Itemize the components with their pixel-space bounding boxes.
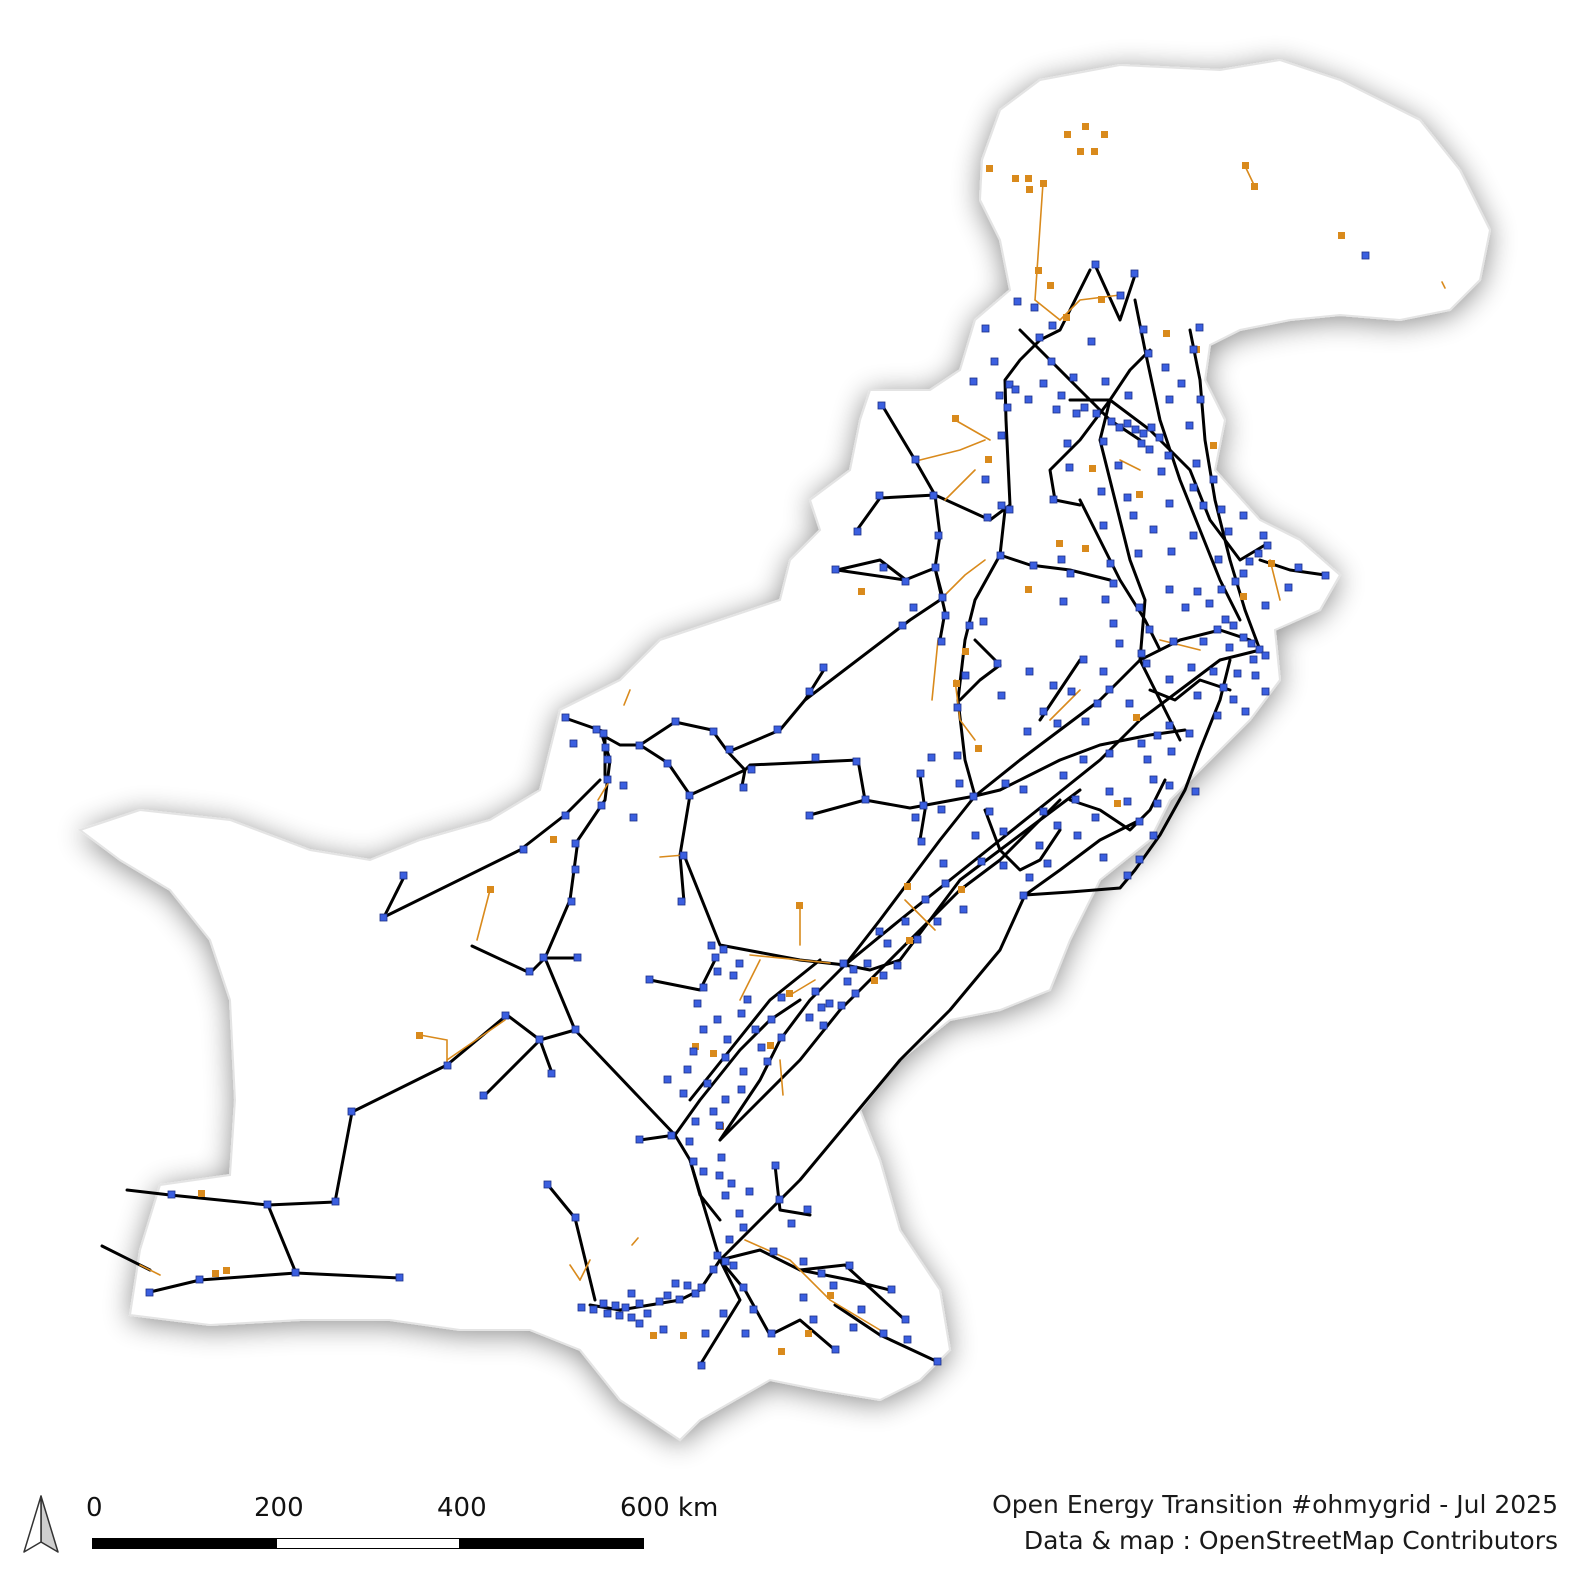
substations: [145, 251, 1370, 1370]
high-voltage-lines: [100, 263, 1327, 1367]
scale-label-400: 400: [437, 1493, 487, 1523]
credit-line-2: Data & map : OpenStreetMap Contributors: [1023, 1526, 1558, 1555]
north-arrow-icon: [23, 1495, 59, 1553]
scale-label-0: 0: [86, 1493, 103, 1523]
scale-label-200: 200: [254, 1493, 304, 1523]
credit-line-1: Open Energy Transition #ohmygrid - Jul 2…: [992, 1490, 1558, 1519]
minor-substations: [198, 123, 1345, 1355]
country-outline: [77, 58, 1492, 1442]
scale-bar: [92, 1538, 644, 1549]
scale-label-600: 600 km: [620, 1493, 719, 1523]
low-voltage-lines: [139, 165, 1446, 1331]
